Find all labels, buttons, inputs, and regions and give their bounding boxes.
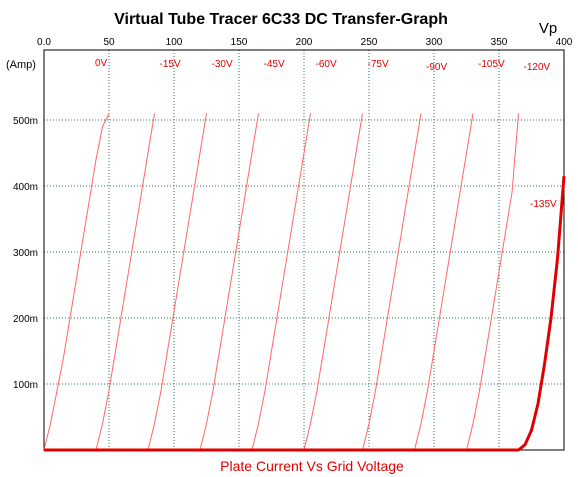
x-tick-label: 200 xyxy=(296,37,313,48)
series-label: -15V xyxy=(160,59,181,70)
x-axis-label: Vp xyxy=(539,20,557,37)
x-tick-label: 0.0 xyxy=(37,37,51,48)
x-tick-label: 100 xyxy=(166,37,183,48)
series-line xyxy=(147,113,207,451)
grid-layer xyxy=(44,50,564,450)
series-label: -135V xyxy=(530,199,557,210)
series-line xyxy=(44,175,566,452)
x-tick-label: 300 xyxy=(426,37,443,48)
series-label: -90V xyxy=(426,62,447,73)
x-tick-label: 150 xyxy=(231,37,248,48)
series-line xyxy=(251,113,311,451)
series-line xyxy=(466,113,519,451)
x-tick-label: 350 xyxy=(491,37,508,48)
series-label: -105V xyxy=(478,59,505,70)
series-label: -45V xyxy=(264,59,285,70)
y-tick-label: 300m xyxy=(13,248,38,259)
curve-layer xyxy=(43,113,566,452)
y-tick-label: 500m xyxy=(13,116,38,127)
series-label: -75V xyxy=(368,59,389,70)
chart-subtitle: Plate Current Vs Grid Voltage xyxy=(220,458,404,474)
series-line xyxy=(95,113,155,451)
y-tick-label: 200m xyxy=(13,314,38,325)
y-tick-label: 400m xyxy=(13,182,38,193)
x-tick-label: 400 xyxy=(556,37,573,48)
series-line xyxy=(414,113,474,451)
y-tick-labels: 100m 200m 300m 400m 500m xyxy=(13,116,38,391)
series-line xyxy=(43,113,110,451)
series-label: -60V xyxy=(316,59,337,70)
chart-title: Virtual Tube Tracer 6C33 DC Transfer-Gra… xyxy=(114,11,448,28)
series-label: -30V xyxy=(212,59,233,70)
y-tick-label: 100m xyxy=(13,380,38,391)
curve-labels: 0V -15V -30V -45V -60V -75V -90V -105V -120V -135… xyxy=(95,58,557,210)
series-line xyxy=(362,113,422,451)
x-tick-labels: 0.0 50 100 150 200 250 300 350 400 xyxy=(37,37,573,48)
x-tick-label: 250 xyxy=(361,37,378,48)
series-label: 0V xyxy=(95,58,108,69)
series-label: -120V xyxy=(524,62,551,73)
series-line xyxy=(303,113,363,451)
x-tick-label: 50 xyxy=(103,37,115,48)
series-line xyxy=(199,113,259,451)
y-axis-label: (Amp) xyxy=(6,59,36,71)
